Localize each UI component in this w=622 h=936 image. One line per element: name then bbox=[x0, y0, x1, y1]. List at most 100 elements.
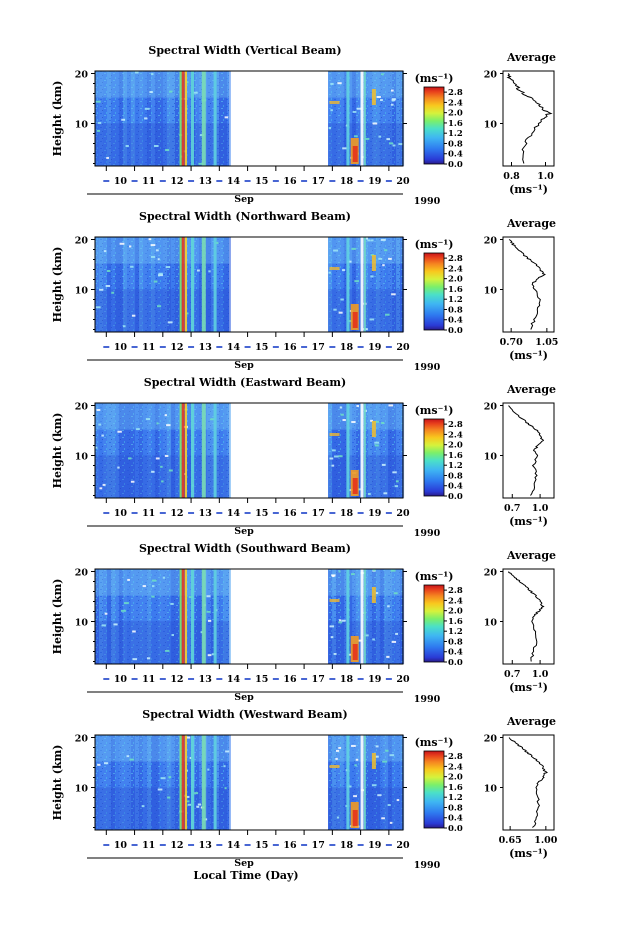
heatmap-speck bbox=[154, 145, 159, 148]
heatmap-segment bbox=[328, 71, 405, 166]
heatmap-speck bbox=[338, 455, 343, 458]
heatmap-feature-band bbox=[346, 403, 350, 498]
heatmap-speck bbox=[351, 247, 356, 250]
heatmap-feature-band bbox=[346, 71, 350, 166]
y-tick-label: 20 bbox=[75, 70, 89, 81]
heatmap-feature-band bbox=[363, 71, 366, 166]
heatmap-speck bbox=[122, 325, 126, 328]
heatmap-speck bbox=[132, 630, 136, 633]
x-tick-label: 13 bbox=[199, 840, 212, 851]
average-title: Average bbox=[506, 549, 556, 562]
heatmap-speck bbox=[381, 421, 385, 424]
heatmap-speck bbox=[165, 266, 171, 269]
heatmap-speck bbox=[189, 756, 192, 759]
y-axis-label: Height (km) bbox=[51, 413, 64, 489]
heatmap-lower-layer bbox=[95, 123, 230, 166]
average-x-tick-label: 0.7 bbox=[504, 503, 521, 514]
x-tick-label: 14 bbox=[227, 840, 241, 851]
colorbar-tick-label: 2.4 bbox=[448, 98, 463, 108]
colorbar-tick-label: 1.2 bbox=[448, 461, 463, 471]
heatmap-speck bbox=[351, 573, 355, 576]
x-tick-label: 12 bbox=[170, 176, 183, 187]
heatmap-speck bbox=[196, 805, 200, 808]
average-frame bbox=[502, 70, 555, 167]
month-label: Sep bbox=[234, 526, 254, 537]
heatmap-speck bbox=[129, 758, 134, 761]
x-tick-label: 12 bbox=[170, 674, 183, 685]
heatmap-hot-region bbox=[352, 312, 358, 328]
heatmap-speck bbox=[337, 82, 342, 85]
heatmap-speck bbox=[169, 90, 173, 93]
heatmap-speck bbox=[155, 457, 160, 460]
colorbar-tick-label: 2.0 bbox=[448, 275, 463, 285]
heatmap-hot-region bbox=[371, 587, 376, 603]
colorbar-tick-label: 0.4 bbox=[448, 648, 463, 658]
heatmap-segment bbox=[328, 237, 405, 332]
heatmap-speck bbox=[200, 631, 203, 634]
heatmap-feature-band bbox=[190, 569, 194, 664]
colorbar-tick-label: 1.2 bbox=[448, 295, 463, 305]
heatmap-speck bbox=[224, 787, 227, 790]
heatmap-speck bbox=[385, 749, 389, 752]
heatmap-speck bbox=[372, 569, 376, 572]
heatmap-feature-band bbox=[181, 569, 185, 664]
heatmap-speck bbox=[358, 488, 361, 491]
heatmap-hot-region bbox=[352, 146, 358, 162]
average-profile-line bbox=[508, 239, 546, 330]
average-y-tick-label: 20 bbox=[484, 734, 498, 745]
heatmap-speck bbox=[151, 579, 157, 582]
heatmap-hot-region bbox=[371, 421, 376, 437]
heatmap-speck bbox=[168, 469, 173, 472]
heatmap-speck bbox=[374, 444, 379, 447]
heatmap-speck bbox=[167, 796, 171, 799]
heatmap-speck bbox=[182, 150, 187, 153]
heatmap-speck bbox=[117, 430, 122, 433]
average-x-label: (ms⁻¹) bbox=[509, 681, 548, 694]
y-axis-label: Height (km) bbox=[51, 247, 64, 323]
average-profile-line bbox=[508, 405, 545, 496]
heatmap-speck bbox=[348, 320, 353, 323]
heatmap-speck bbox=[99, 288, 104, 291]
heatmap-speck bbox=[381, 463, 386, 466]
heatmap-texture bbox=[95, 71, 230, 166]
heatmap-speck bbox=[375, 745, 379, 748]
heatmap-speck bbox=[333, 308, 337, 311]
heatmap-speck bbox=[95, 446, 98, 449]
heatmap-speck bbox=[101, 434, 104, 437]
heatmap-speck bbox=[186, 795, 190, 798]
heatmap-feature-band bbox=[201, 403, 206, 498]
heatmap-speck bbox=[328, 271, 331, 274]
heatmap-feature-band bbox=[360, 237, 364, 332]
heatmap-speck bbox=[335, 757, 338, 760]
heatmap-speck bbox=[391, 640, 397, 643]
heatmap-speck bbox=[165, 149, 170, 152]
heatmap-speck bbox=[342, 147, 347, 150]
heatmap-speck bbox=[390, 569, 396, 572]
colorbar-unit: (ms⁻¹) bbox=[415, 72, 454, 85]
colorbar-tick-label: 2.8 bbox=[448, 586, 463, 596]
heatmap-speck bbox=[356, 107, 362, 110]
heatmap-speck bbox=[160, 465, 163, 468]
colorbar-tick-label: 2.0 bbox=[448, 109, 463, 119]
heatmap-speck bbox=[128, 457, 132, 460]
heatmap-speck bbox=[103, 762, 109, 765]
x-tick-label: 16 bbox=[283, 840, 297, 851]
heatmap-speck bbox=[119, 242, 125, 245]
colorbar-tick-label: 0.8 bbox=[448, 305, 463, 315]
colorbar-tick-label: 0.8 bbox=[448, 637, 463, 647]
heatmap-hot-region bbox=[352, 810, 358, 826]
heatmap-speck bbox=[96, 100, 101, 103]
colorbar-tick-label: 0.0 bbox=[448, 658, 463, 668]
heatmap-frame bbox=[94, 70, 404, 167]
heatmap-lower-layer bbox=[95, 289, 230, 332]
heatmap-speck bbox=[395, 632, 398, 635]
average-x-label: (ms⁻¹) bbox=[509, 349, 548, 362]
heatmap-speck bbox=[378, 257, 383, 260]
heatmap-speck bbox=[210, 418, 215, 421]
x-tick-label: 10 bbox=[114, 840, 128, 851]
x-tick-label: 17 bbox=[312, 342, 325, 353]
heatmap-speck bbox=[141, 805, 145, 808]
heatmap-speck bbox=[165, 649, 170, 652]
colorbar-tick-label: 2.4 bbox=[448, 596, 463, 606]
heatmap-speck bbox=[386, 138, 390, 141]
